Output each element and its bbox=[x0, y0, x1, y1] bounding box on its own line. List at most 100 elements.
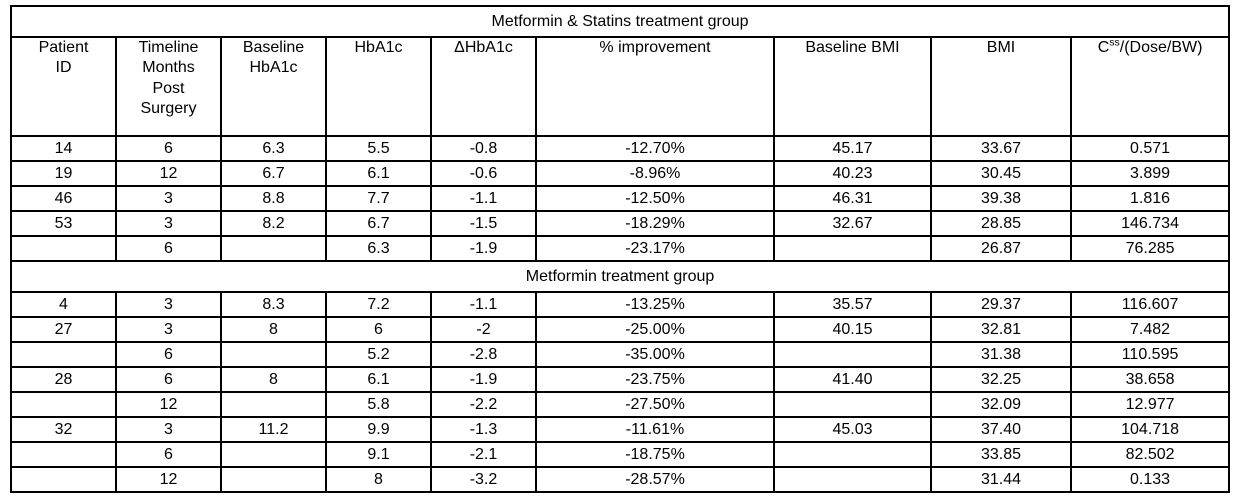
cell-hba1c: 5.5 bbox=[325, 135, 432, 162]
cell-hba1c: 6.1 bbox=[325, 366, 432, 393]
cell-baseline-bmi: 45.17 bbox=[773, 135, 932, 162]
cell-timeline-months: 6 bbox=[115, 135, 222, 162]
table-row: 12 5.8 -2.2 -27.50% 32.09 12.977 bbox=[10, 391, 1231, 418]
cell-baseline-hba1c bbox=[220, 391, 327, 418]
column-header-row: Patient ID Timeline Months Post Surgery Ba… bbox=[10, 36, 1231, 137]
cell-timeline-months: 12 bbox=[115, 160, 222, 187]
column-header-baseline-bmi: Baseline BMI bbox=[773, 36, 932, 137]
cell-timeline-months: 3 bbox=[115, 210, 222, 237]
cell-pct-improvement: -12.70% bbox=[535, 135, 775, 162]
table-row: 12 8 -3.2 -28.57% 31.44 0.133 bbox=[10, 466, 1231, 493]
cell-timeline-months: 12 bbox=[115, 466, 222, 493]
cell-baseline-hba1c bbox=[220, 441, 327, 468]
cell-delta-hba1c: -2.2 bbox=[430, 391, 537, 418]
cell-pct-improvement: -8.96% bbox=[535, 160, 775, 187]
cell-baseline-bmi: 35.57 bbox=[773, 291, 932, 318]
cell-pct-improvement: -25.00% bbox=[535, 316, 775, 343]
cell-patient-id: 27 bbox=[10, 316, 117, 343]
cell-css-dose-bw: 0.571 bbox=[1069, 135, 1231, 162]
table-row: 14 6 6.3 5.5 -0.8 -12.70% 45.17 33.67 0.571 bbox=[10, 135, 1231, 162]
cell-css-dose-bw: 1.816 bbox=[1069, 185, 1231, 212]
table-row: 46 3 8.8 7.7 -1.1 -12.50% 46.31 39.38 1.816 bbox=[10, 185, 1231, 212]
cell-hba1c: 5.2 bbox=[325, 341, 432, 368]
cell-patient-id: 14 bbox=[10, 135, 117, 162]
column-header-css-dose-bw: Css/(Dose/BW) bbox=[1069, 36, 1231, 137]
table-row: 6 9.1 -2.1 -18.75% 33.85 82.502 bbox=[10, 441, 1231, 468]
cell-bmi: 31.38 bbox=[930, 341, 1072, 368]
column-header-baseline-hba1c: Baseline HbA1c bbox=[220, 36, 327, 137]
cell-css-dose-bw: 0.133 bbox=[1069, 466, 1231, 493]
cell-patient-id bbox=[10, 441, 117, 468]
column-header-pct-improvement: % improvement bbox=[535, 36, 775, 137]
cell-baseline-hba1c bbox=[220, 341, 327, 368]
cell-pct-improvement: -28.57% bbox=[535, 466, 775, 493]
section-title-row: Metformin & Statins treatment group bbox=[9, 5, 1231, 38]
cell-bmi: 31.44 bbox=[930, 466, 1072, 493]
cell-patient-id: 46 bbox=[10, 185, 117, 212]
cell-hba1c: 6.3 bbox=[325, 235, 432, 262]
header-text: C bbox=[1097, 39, 1110, 56]
cell-patient-id bbox=[10, 466, 117, 493]
column-header-patient-id: Patient ID bbox=[10, 36, 117, 137]
cell-timeline-months: 3 bbox=[115, 316, 222, 343]
cell-delta-hba1c: -2 bbox=[430, 316, 537, 343]
cell-bmi: 39.38 bbox=[930, 185, 1072, 212]
cell-baseline-hba1c: 6.7 bbox=[220, 160, 327, 187]
cell-baseline-hba1c: 6.3 bbox=[220, 135, 327, 162]
cell-baseline-bmi: 40.23 bbox=[773, 160, 932, 187]
cell-delta-hba1c: -1.9 bbox=[430, 366, 537, 393]
cell-baseline-bmi bbox=[773, 235, 932, 262]
cell-delta-hba1c: -1.3 bbox=[430, 416, 537, 443]
section-title: Metformin treatment group bbox=[9, 260, 1231, 293]
cell-delta-hba1c: -1.9 bbox=[430, 235, 537, 262]
cell-baseline-hba1c bbox=[220, 235, 327, 262]
table-row: 6 6.3 -1.9 -23.17% 26.87 76.285 bbox=[10, 235, 1231, 262]
cell-css-dose-bw: 110.595 bbox=[1069, 341, 1231, 368]
cell-css-dose-bw: 146.734 bbox=[1069, 210, 1231, 237]
cell-css-dose-bw: 3.899 bbox=[1069, 160, 1231, 187]
cell-delta-hba1c: -0.8 bbox=[430, 135, 537, 162]
cell-delta-hba1c: -1.1 bbox=[430, 291, 537, 318]
cell-pct-improvement: -18.75% bbox=[535, 441, 775, 468]
cell-hba1c: 6 bbox=[325, 316, 432, 343]
cell-timeline-months: 3 bbox=[115, 185, 222, 212]
cell-pct-improvement: -18.29% bbox=[535, 210, 775, 237]
cell-baseline-bmi bbox=[773, 441, 932, 468]
cell-delta-hba1c: -3.2 bbox=[430, 466, 537, 493]
column-header-bmi: BMI bbox=[930, 36, 1072, 137]
cell-timeline-months: 6 bbox=[115, 235, 222, 262]
cell-baseline-hba1c: 8.2 bbox=[220, 210, 327, 237]
cell-baseline-bmi bbox=[773, 341, 932, 368]
cell-css-dose-bw: 76.285 bbox=[1069, 235, 1231, 262]
cell-timeline-months: 3 bbox=[115, 291, 222, 318]
cell-delta-hba1c: -2.8 bbox=[430, 341, 537, 368]
header-superscript: ss bbox=[1109, 37, 1120, 49]
cell-patient-id: 32 bbox=[10, 416, 117, 443]
cell-hba1c: 9.9 bbox=[325, 416, 432, 443]
cell-hba1c: 9.1 bbox=[325, 441, 432, 468]
table-body: Metformin & Statins treatment group Patie… bbox=[9, 5, 1231, 493]
cell-baseline-bmi bbox=[773, 391, 932, 418]
cell-bmi: 26.87 bbox=[930, 235, 1072, 262]
cell-baseline-hba1c: 8 bbox=[220, 366, 327, 393]
cell-patient-id: 28 bbox=[10, 366, 117, 393]
cell-pct-improvement: -12.50% bbox=[535, 185, 775, 212]
cell-hba1c: 6.1 bbox=[325, 160, 432, 187]
cell-baseline-bmi: 46.31 bbox=[773, 185, 932, 212]
cell-patient-id bbox=[10, 235, 117, 262]
cell-css-dose-bw: 38.658 bbox=[1069, 366, 1231, 393]
treatment-data-table: Metformin & Statins treatment group Patie… bbox=[9, 5, 1231, 493]
cell-patient-id: 19 bbox=[10, 160, 117, 187]
cell-baseline-hba1c bbox=[220, 466, 327, 493]
cell-hba1c: 6.7 bbox=[325, 210, 432, 237]
column-header-timeline-months: Timeline Months Post Surgery bbox=[115, 36, 222, 137]
cell-pct-improvement: -23.17% bbox=[535, 235, 775, 262]
cell-baseline-bmi: 41.40 bbox=[773, 366, 932, 393]
cell-css-dose-bw: 104.718 bbox=[1069, 416, 1231, 443]
cell-hba1c: 7.2 bbox=[325, 291, 432, 318]
cell-baseline-bmi: 40.15 bbox=[773, 316, 932, 343]
cell-timeline-months: 6 bbox=[115, 441, 222, 468]
table-row: 32 3 11.2 9.9 -1.3 -11.61% 45.03 37.40 104.718 bbox=[10, 416, 1231, 443]
table-row: 19 12 6.7 6.1 -0.6 -8.96% 40.23 30.45 3.899 bbox=[10, 160, 1231, 187]
